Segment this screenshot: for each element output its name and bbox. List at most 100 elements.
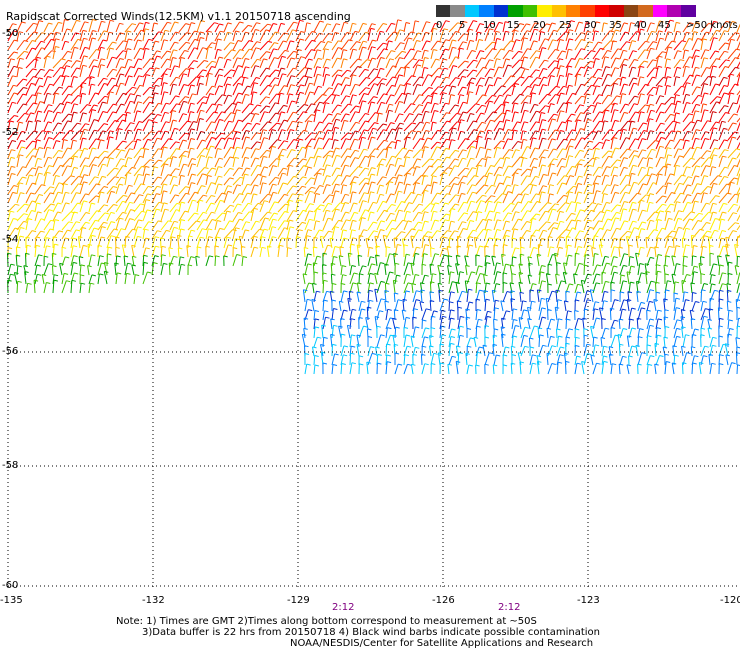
wind-barb-flag bbox=[166, 50, 172, 53]
wind-barb bbox=[646, 157, 650, 168]
wind-barb bbox=[295, 222, 303, 231]
wind-barb-flag bbox=[373, 230, 378, 233]
wind-barb-flag bbox=[488, 84, 494, 87]
wind-barb bbox=[187, 173, 193, 186]
wind-barb-flag bbox=[391, 227, 396, 230]
wind-barb bbox=[186, 245, 189, 258]
wind-barb bbox=[583, 104, 592, 114]
wind-barb bbox=[7, 115, 15, 123]
wind-barb-flag bbox=[536, 253, 542, 256]
wind-barb bbox=[682, 166, 688, 177]
wind-barb bbox=[646, 166, 650, 177]
wind-barb bbox=[527, 256, 531, 267]
wind-barb bbox=[286, 120, 293, 132]
wind-barb-flag bbox=[406, 183, 411, 186]
wind-barb-flag bbox=[713, 37, 718, 40]
wind-barb-flag bbox=[519, 236, 525, 239]
wind-barb bbox=[7, 75, 13, 87]
wind-barb bbox=[385, 155, 393, 168]
wind-barb bbox=[160, 112, 166, 123]
wind-barb bbox=[79, 193, 86, 204]
wind-barb bbox=[205, 255, 210, 267]
wind-barb bbox=[304, 229, 309, 240]
wind-barb bbox=[529, 193, 537, 204]
wind-barb-flag bbox=[481, 158, 487, 160]
wind-barb bbox=[77, 236, 81, 249]
wind-barb bbox=[286, 29, 293, 42]
wind-barb-flag bbox=[580, 66, 586, 69]
wind-barb bbox=[457, 167, 466, 177]
wind-barb bbox=[151, 176, 159, 186]
wind-barb-flag bbox=[613, 246, 619, 249]
wind-barb-flag bbox=[331, 273, 336, 276]
wind-barb bbox=[16, 281, 19, 294]
wind-barb-flag bbox=[567, 101, 573, 104]
wind-barb bbox=[304, 186, 312, 195]
wind-barb-flag bbox=[725, 243, 730, 246]
wind-barb-flag bbox=[190, 138, 196, 140]
wind-barb-flag bbox=[723, 202, 728, 205]
wind-barb bbox=[223, 244, 229, 258]
wind-barb bbox=[277, 85, 285, 96]
wind-barb bbox=[277, 237, 283, 249]
wind-barb-flag bbox=[415, 252, 420, 255]
wind-barb bbox=[7, 264, 12, 276]
wind-barb-flag bbox=[255, 29, 260, 31]
wind-barb bbox=[25, 167, 33, 177]
wind-barb-flag bbox=[477, 211, 483, 214]
wind-barb bbox=[644, 263, 648, 276]
wind-barb-flag bbox=[91, 109, 97, 112]
wind-barb-flag bbox=[144, 28, 150, 31]
wind-barb bbox=[727, 67, 736, 78]
wind-barb-flag bbox=[265, 67, 271, 70]
wind-barb bbox=[574, 95, 582, 105]
wind-barb-flag bbox=[723, 76, 728, 79]
wind-barb-flag bbox=[732, 122, 737, 125]
wind-barb-flag bbox=[733, 165, 739, 167]
wind-barb-flag bbox=[535, 121, 541, 124]
wind-barb-flag bbox=[544, 149, 549, 152]
wind-barb bbox=[25, 148, 35, 159]
wind-barb bbox=[502, 291, 508, 303]
wind-barb bbox=[79, 65, 84, 78]
wind-barb-flag bbox=[238, 92, 243, 95]
wind-barb bbox=[277, 173, 283, 186]
wind-barb bbox=[475, 289, 480, 303]
wind-barb-flag bbox=[505, 235, 510, 237]
wind-barb-flag bbox=[496, 58, 501, 61]
wind-barb bbox=[637, 40, 646, 51]
wind-barb-flag bbox=[468, 28, 474, 31]
wind-barb bbox=[628, 209, 634, 222]
wind-barb-flag bbox=[474, 236, 479, 239]
wind-barb bbox=[682, 94, 687, 105]
wind-barb-flag bbox=[672, 120, 678, 123]
wind-barb-flag bbox=[299, 91, 305, 94]
wind-barb-flag bbox=[245, 93, 250, 96]
wind-barb-flag bbox=[581, 137, 586, 140]
wind-barb bbox=[160, 30, 166, 42]
wind-barb-flag bbox=[452, 65, 458, 68]
wind-barb bbox=[574, 263, 580, 276]
wind-barb-flag bbox=[33, 22, 38, 25]
wind-barb bbox=[367, 155, 372, 168]
wind-barb-flag bbox=[195, 255, 200, 258]
wind-barb bbox=[484, 119, 491, 132]
wind-barb-flag bbox=[416, 64, 422, 67]
wind-barb-flag bbox=[532, 217, 537, 220]
wind-barb bbox=[339, 246, 342, 258]
wind-barb bbox=[142, 229, 146, 240]
wind-barb-flag bbox=[346, 219, 351, 222]
wind-barb-flag bbox=[35, 236, 41, 239]
wind-barb-flag bbox=[354, 30, 360, 33]
wind-barb-flag bbox=[505, 156, 511, 159]
wind-barb bbox=[700, 38, 704, 51]
wind-barb-flag bbox=[87, 243, 93, 246]
wind-barb bbox=[601, 40, 611, 51]
wind-barb bbox=[340, 84, 347, 96]
wind-barb bbox=[448, 176, 456, 186]
wind-barb bbox=[178, 219, 182, 231]
wind-barb-flag bbox=[450, 94, 455, 97]
wind-barb-flag bbox=[702, 103, 708, 106]
wind-barb bbox=[232, 131, 237, 141]
wind-barb-flag bbox=[438, 166, 443, 168]
